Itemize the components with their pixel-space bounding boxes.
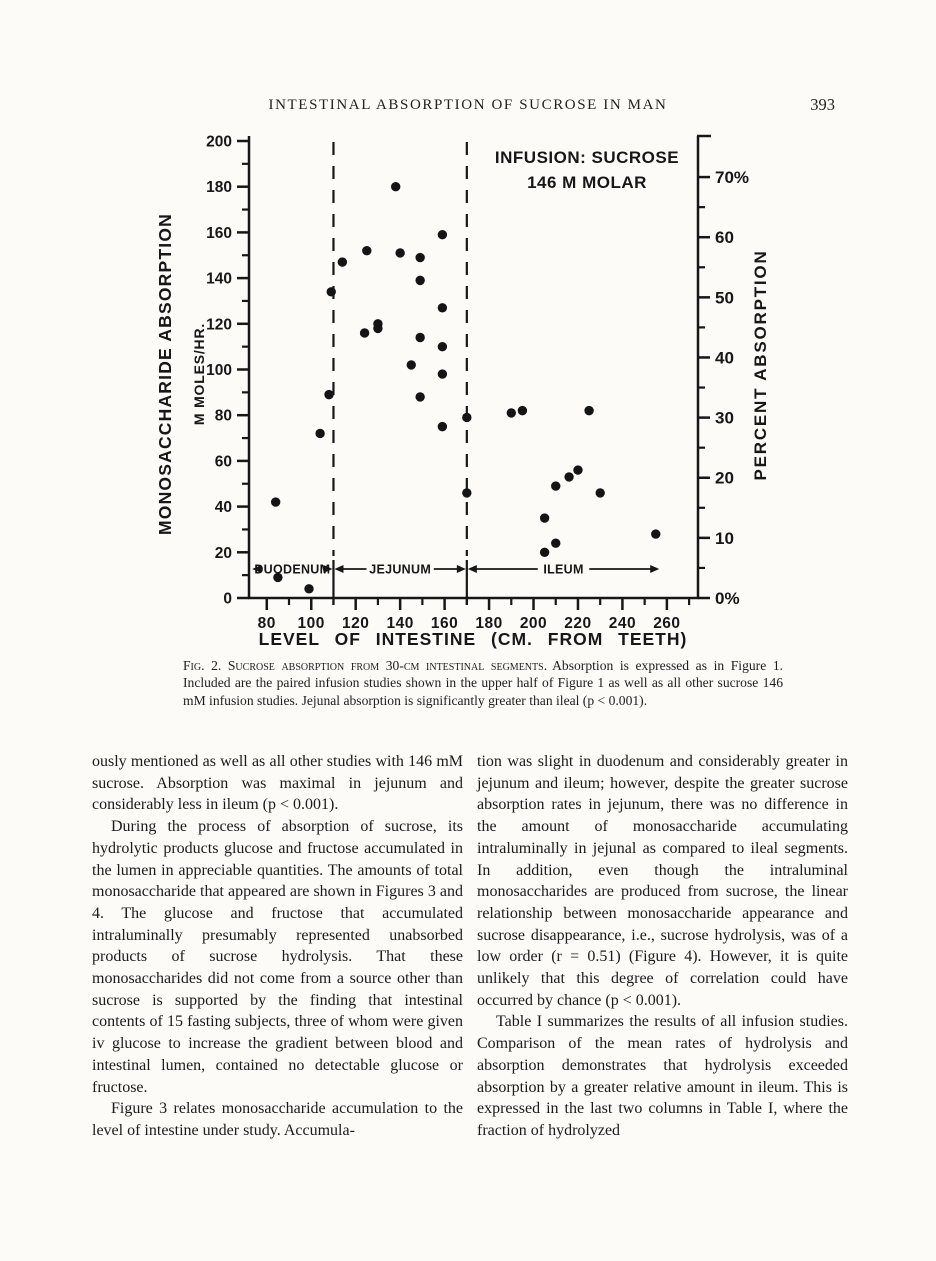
svg-text:10: 10 — [715, 529, 734, 548]
svg-text:ILEUM: ILEUM — [543, 563, 583, 577]
svg-text:PERCENT ABSORPTION: PERCENT ABSORPTION — [751, 249, 770, 480]
svg-text:100: 100 — [298, 615, 325, 632]
svg-text:140: 140 — [206, 271, 232, 288]
svg-text:200: 200 — [520, 615, 547, 632]
svg-text:80: 80 — [258, 615, 276, 632]
svg-text:180: 180 — [206, 179, 232, 196]
body-paragraph: Figure 3 relates monosaccharide accumula… — [92, 1100, 463, 1139]
right-column: tion was slight in duodenum and consider… — [477, 751, 848, 1142]
figure-2-scatter-chart: 0 20 40 60 80 100 120 140 160 180 200 80 100 120 140 16… — [155, 134, 770, 650]
figure-2: 0 20 40 60 80 100 120 140 160 180 200 80 100 120 140 16… — [134, 132, 844, 660]
left-column: ously mentioned as well as all other stu… — [92, 751, 463, 1142]
svg-text:180: 180 — [475, 615, 502, 632]
svg-text:INFUSION: SUCROSE: INFUSION: SUCROSE — [495, 148, 679, 167]
svg-text:M MOLES/HR.: M MOLES/HR. — [191, 323, 207, 425]
svg-text:80: 80 — [215, 408, 232, 425]
body-paragraph: During the process of absorption of sucr… — [92, 818, 463, 1096]
svg-text:30: 30 — [715, 409, 734, 428]
svg-text:120: 120 — [342, 615, 369, 632]
svg-text:120: 120 — [206, 316, 232, 333]
running-head: INTESTINAL ABSORPTION OF SUCROSE IN MAN … — [0, 95, 936, 114]
svg-text:40: 40 — [215, 499, 232, 516]
svg-text:146 M MOLAR: 146 M MOLAR — [527, 173, 647, 192]
figure-caption-label: Fig. 2. Sucrose absorption from 30-cm in… — [183, 658, 548, 673]
svg-text:60: 60 — [715, 228, 734, 247]
svg-text:MONOSACCHARIDE ABSORPTION: MONOSACCHARIDE ABSORPTION — [155, 213, 175, 535]
svg-text:0: 0 — [223, 591, 232, 608]
svg-text:160: 160 — [206, 225, 232, 242]
svg-text:240: 240 — [609, 615, 636, 632]
svg-text:70%: 70% — [715, 168, 749, 187]
page-number: 393 — [810, 95, 835, 114]
svg-text:200: 200 — [206, 134, 232, 151]
svg-text:100: 100 — [206, 362, 232, 379]
svg-text:140: 140 — [386, 615, 413, 632]
svg-text:LEVEL OF INTESTINE (CM. FROM T: LEVEL OF INTESTINE (CM. FROM TEETH) — [259, 629, 688, 649]
svg-text:20: 20 — [215, 545, 232, 562]
svg-text:40: 40 — [715, 348, 734, 367]
figure-caption: Fig. 2. Sucrose absorption from 30-cm in… — [183, 657, 783, 709]
svg-text:160: 160 — [431, 615, 458, 632]
figure-caption-text: Absorption is expressed as in Figure 1. … — [183, 658, 784, 708]
body-paragraph: ously mentioned as well as all other stu… — [92, 753, 463, 814]
svg-text:DUODENUM: DUODENUM — [254, 563, 330, 577]
svg-text:JEJUNUM: JEJUNUM — [369, 563, 431, 577]
svg-text:20: 20 — [715, 469, 734, 488]
body-paragraph: tion was slight in duodenum and consider… — [477, 753, 848, 1009]
running-title: INTESTINAL ABSORPTION OF SUCROSE IN MAN — [268, 97, 668, 113]
svg-text:60: 60 — [215, 453, 232, 470]
svg-text:0%: 0% — [715, 589, 740, 608]
svg-text:50: 50 — [715, 288, 734, 307]
svg-text:260: 260 — [653, 615, 680, 632]
body-paragraph: Table I summarizes the results of all in… — [477, 1013, 848, 1139]
svg-text:220: 220 — [564, 615, 591, 632]
